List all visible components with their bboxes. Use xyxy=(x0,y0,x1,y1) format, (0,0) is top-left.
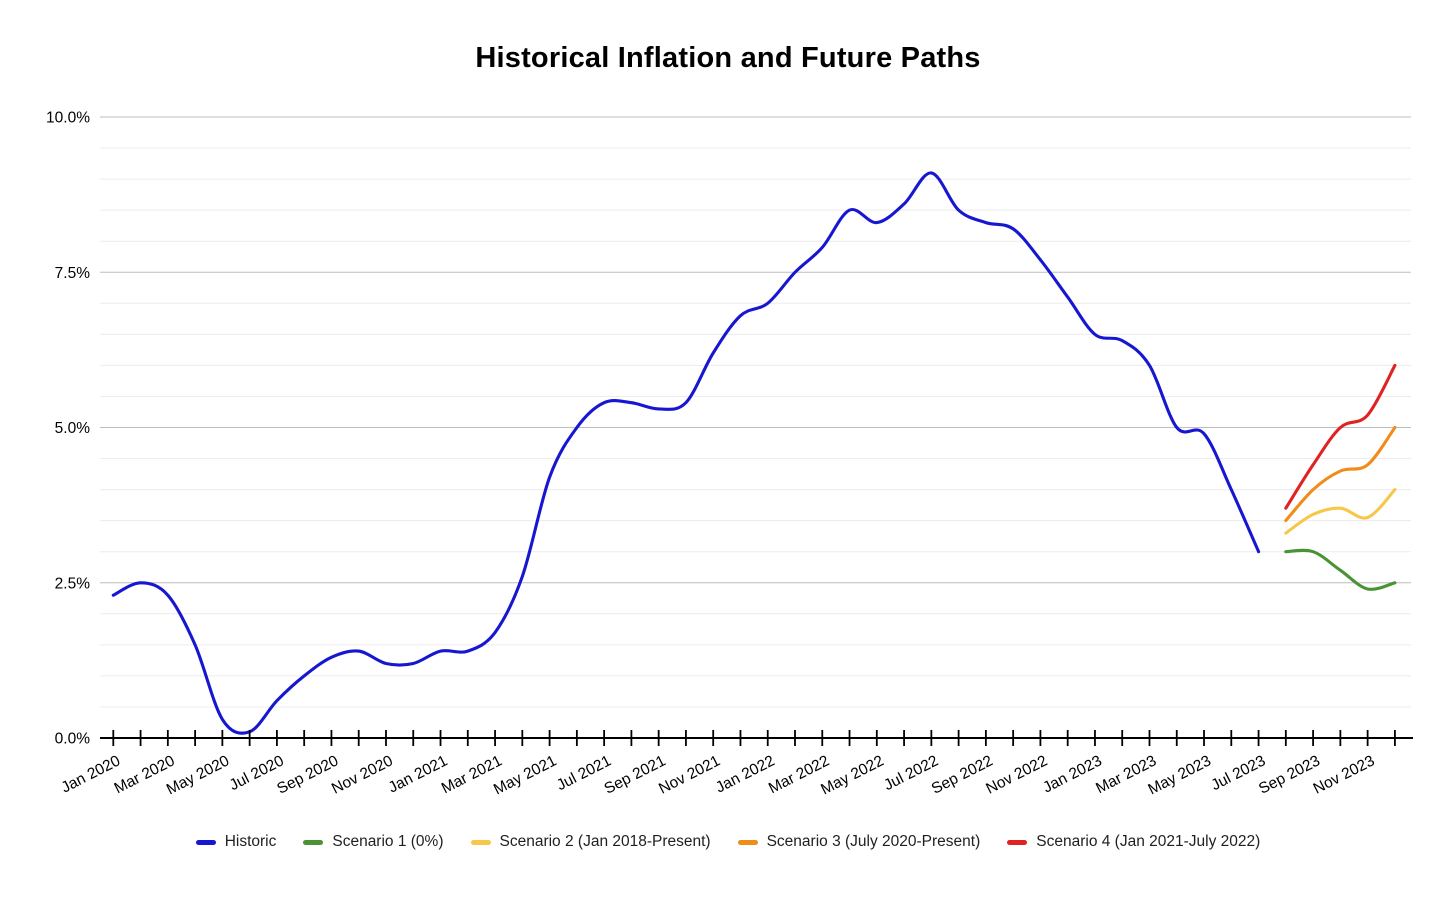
x-tick-label: May 2022 xyxy=(818,752,886,798)
legend-label: Scenario 2 (Jan 2018-Present) xyxy=(499,833,711,850)
x-tick-label: Jan 2022 xyxy=(713,752,778,796)
y-tick-label: 2.5% xyxy=(55,575,91,592)
x-tick-label: Nov 2020 xyxy=(329,752,396,797)
series-line-3 xyxy=(1284,425,1397,523)
x-tick-label: Nov 2023 xyxy=(1311,752,1378,797)
legend-label: Historic xyxy=(224,833,277,850)
x-tick-label: Sep 2022 xyxy=(929,752,996,797)
legend: Historic Scenario 1 (0%) Scenario 2 (Jan 2… xyxy=(0,833,1456,851)
legend-swatch-icon xyxy=(1007,839,1028,845)
legend-swatch-icon xyxy=(470,839,491,845)
x-tick-label: Sep 2020 xyxy=(274,752,341,797)
legend-swatch-icon xyxy=(737,839,758,845)
x-tick-label: Sep 2021 xyxy=(602,752,669,797)
x-tick-label: May 2020 xyxy=(164,752,233,798)
x-tick-label: Nov 2022 xyxy=(983,752,1050,797)
legend-item-0: Historic xyxy=(195,833,277,851)
x-tick-label: Jan 2023 xyxy=(1040,752,1105,796)
series-line-1 xyxy=(1284,548,1397,591)
x-tick-label: Jan 2021 xyxy=(386,752,451,796)
legend-swatch-icon xyxy=(303,839,324,845)
legend-label: Scenario 3 (July 2020-Present) xyxy=(766,833,981,850)
series-line-0 xyxy=(111,171,1261,735)
legend-label: Scenario 1 (0%) xyxy=(332,833,444,850)
legend-item-2: Scenario 2 (Jan 2018-Present) xyxy=(470,833,711,851)
y-tick-label: 5.0% xyxy=(55,420,91,437)
legend-item-3: Scenario 3 (July 2020-Present) xyxy=(737,833,981,851)
y-tick-label: 0.0% xyxy=(55,731,91,748)
series-line-2 xyxy=(1284,488,1397,535)
x-tick-label: May 2023 xyxy=(1145,752,1213,798)
x-tick-label: Nov 2021 xyxy=(656,752,723,797)
x-tick-label: May 2021 xyxy=(491,752,559,798)
y-tick-label: 7.5% xyxy=(55,265,91,282)
y-tick-label: 10.0% xyxy=(46,110,90,127)
legend-label: Scenario 4 (Jan 2021-July 2022) xyxy=(1036,833,1261,850)
legend-item-4: Scenario 4 (Jan 2021-July 2022) xyxy=(1007,833,1260,851)
legend-item-1: Scenario 1 (0%) xyxy=(303,833,444,851)
series-line-4 xyxy=(1284,363,1397,510)
x-tick-label: Jan 2020 xyxy=(59,752,124,796)
legend-swatch-icon xyxy=(195,839,216,845)
x-tick-label: Sep 2023 xyxy=(1256,752,1323,797)
chart-title: Historical Inflation and Future Paths xyxy=(475,42,981,74)
